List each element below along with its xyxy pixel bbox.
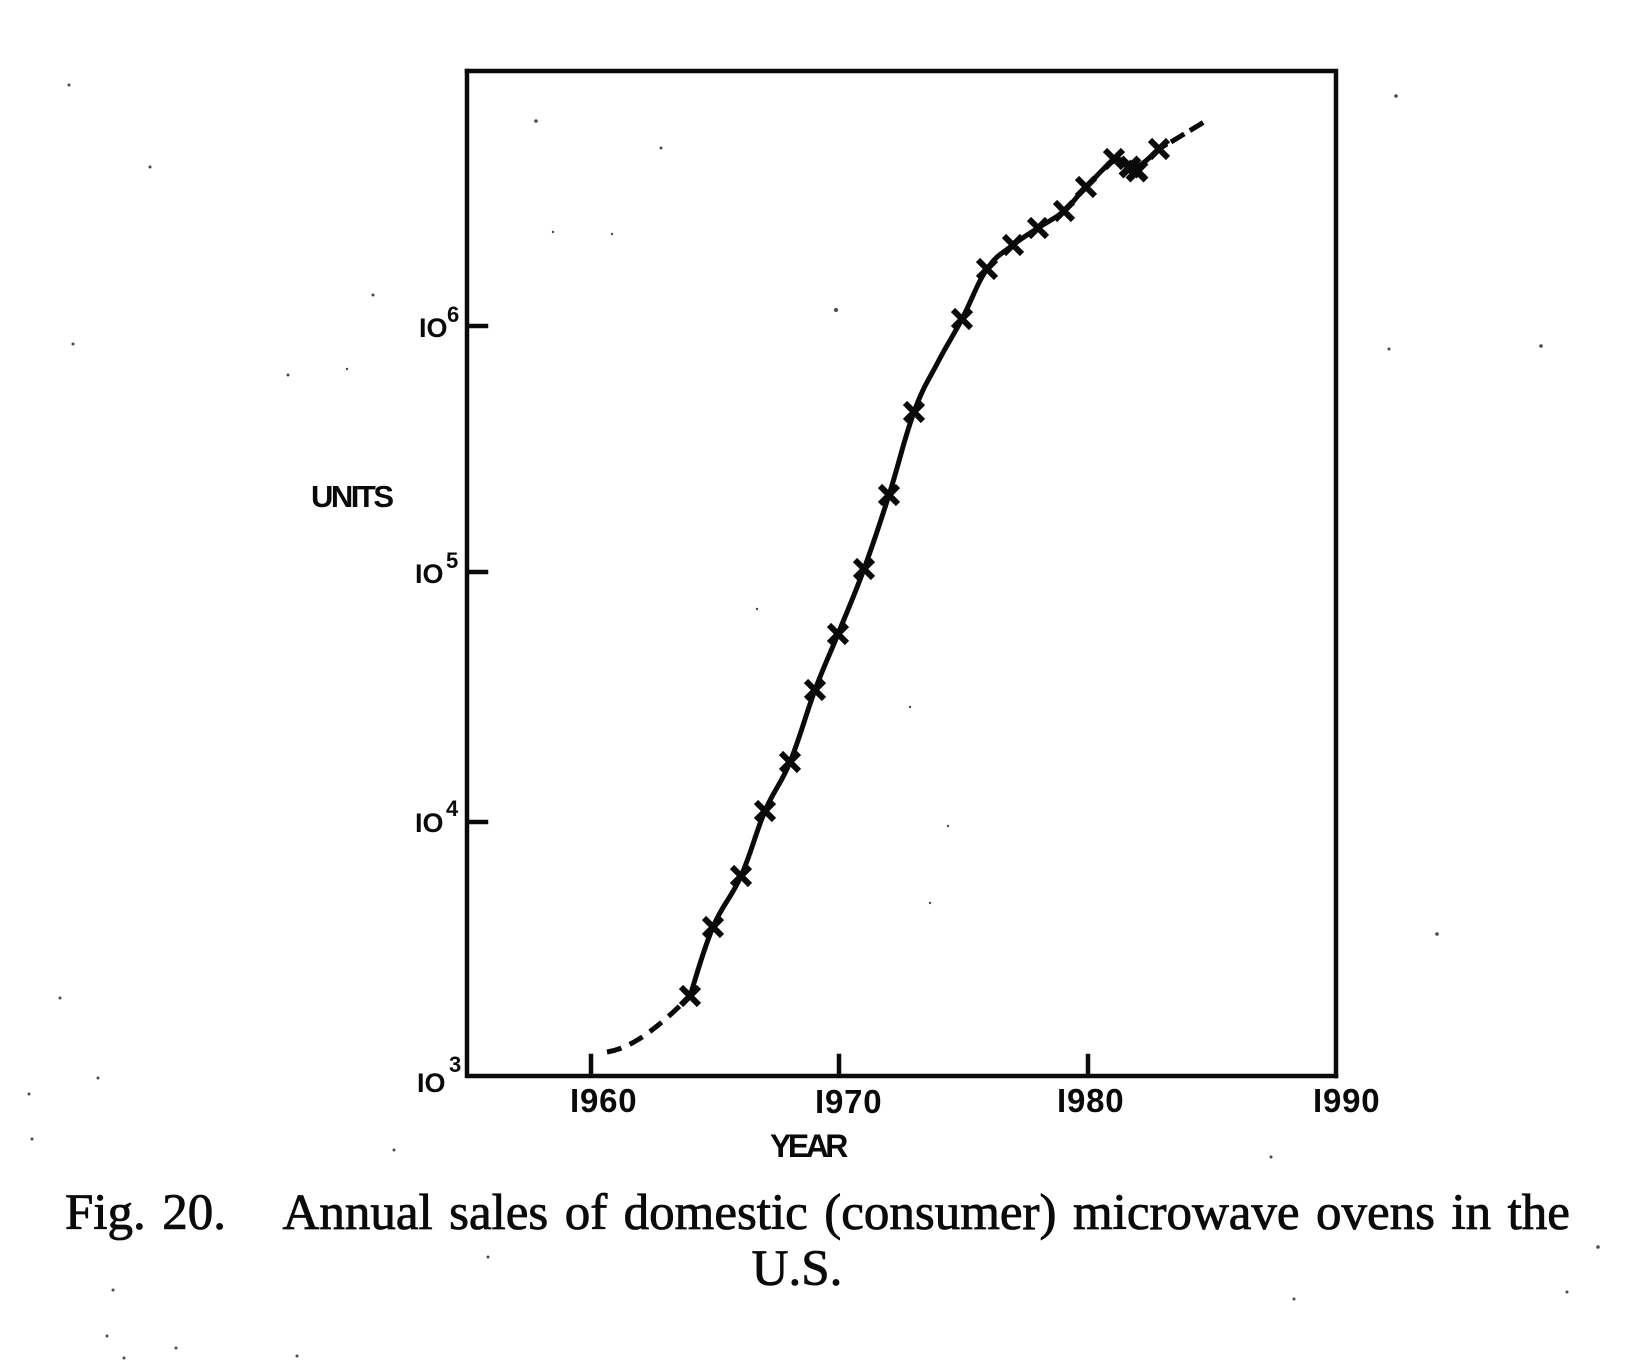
svg-text:YEAR: YEAR: [770, 1128, 848, 1164]
svg-text:4: 4: [446, 796, 459, 821]
svg-text:I980: I980: [1057, 1082, 1124, 1119]
svg-text:5: 5: [446, 548, 458, 573]
svg-text:IO: IO: [417, 1068, 446, 1098]
svg-text:IO: IO: [415, 808, 444, 838]
svg-text:3: 3: [449, 1052, 461, 1077]
svg-text:I970: I970: [815, 1083, 882, 1120]
svg-text:I960: I960: [570, 1082, 637, 1119]
svg-text:IO: IO: [419, 313, 448, 343]
svg-text:I990: I990: [1313, 1082, 1380, 1119]
svg-text:6: 6: [447, 302, 459, 327]
svg-text:UNITS: UNITS: [311, 479, 393, 514]
svg-text:IO: IO: [415, 559, 444, 589]
